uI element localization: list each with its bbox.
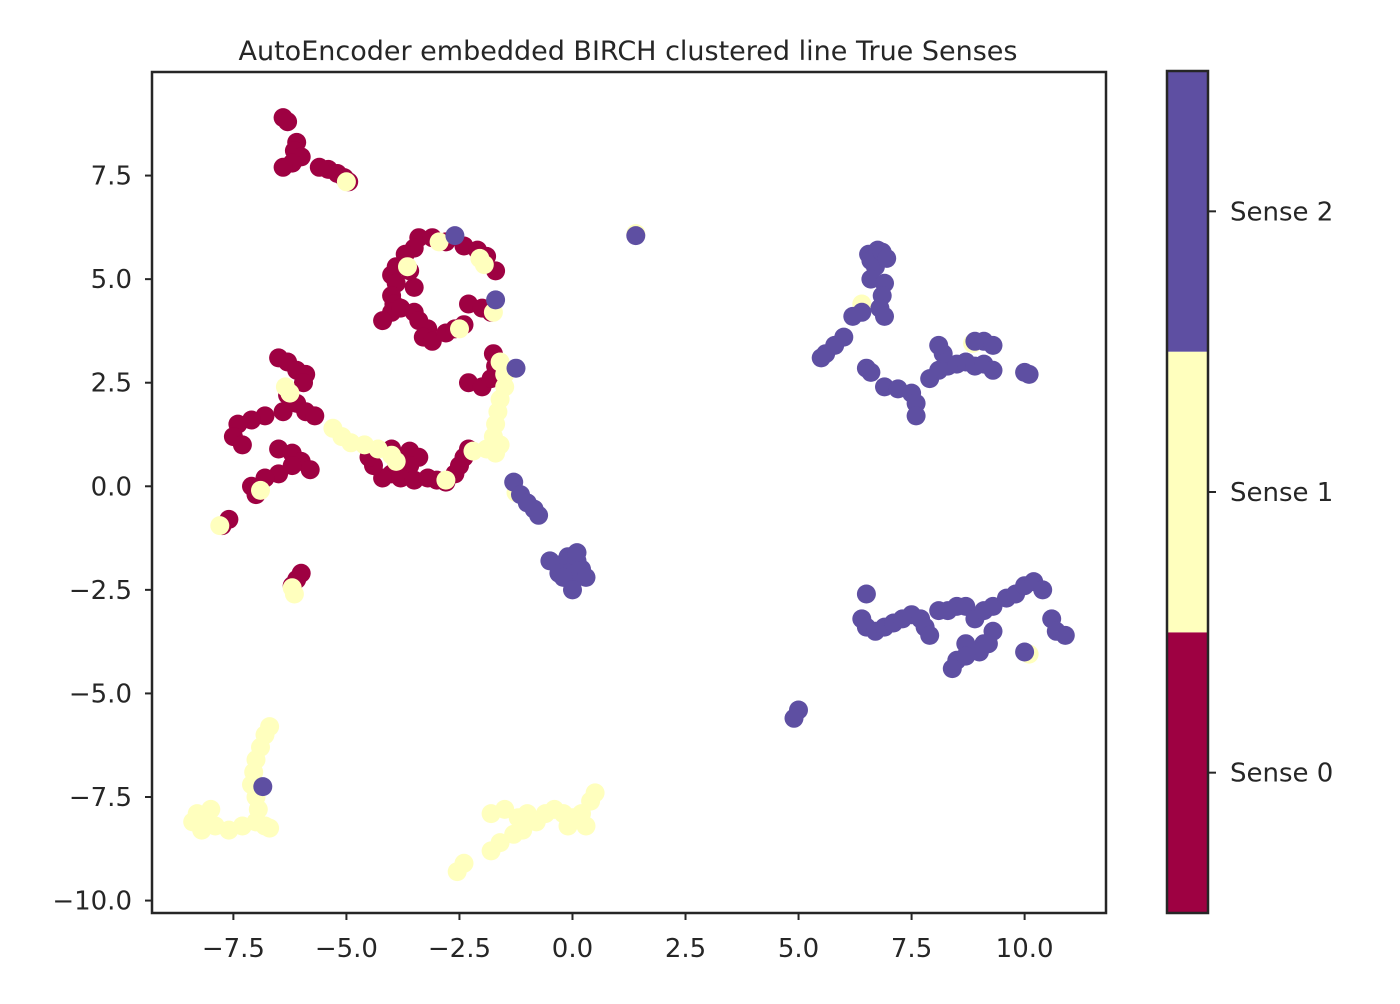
data-point [404,277,424,297]
y-tick-label: 2.5 [91,369,132,399]
data-point [260,818,280,838]
data-point [585,783,605,803]
data-point [1015,642,1035,662]
data-point [445,226,465,246]
y-tick-label: −2.5 [69,576,132,606]
y-tick-label: −10.0 [52,887,132,917]
data-point [576,816,596,836]
data-point [280,383,300,403]
data-point [929,335,949,355]
x-tick-label: 2.5 [665,934,706,964]
data-point [386,451,406,471]
data-point [877,248,897,268]
data-point [486,290,506,310]
data-point [811,348,831,368]
data-point [300,460,320,480]
series-sense-1 [183,172,1039,882]
data-point [192,820,212,840]
data-point [373,311,393,331]
data-point [422,331,442,351]
data-point [282,456,302,476]
colorbar-label: Sense 1 [1230,478,1333,508]
data-point [567,543,587,563]
axes: −7.5 −5.0 −2.5 0.0 2.5 5.0 7.5 10.0 −10.0 −7.5 −5.… [52,70,1108,964]
colorbar-label: Sense 2 [1230,197,1333,227]
colorbar-frame [1165,69,1210,915]
data-point [861,362,881,382]
data-point [201,799,221,819]
plot-area [183,108,1075,882]
data-point [978,634,998,654]
data-point [463,441,483,461]
data-point [563,580,582,600]
plot-frame [150,70,1108,915]
data-point [232,435,252,455]
data-point [305,406,325,426]
data-point [450,319,469,339]
x-tick-label: 7.5 [891,934,932,964]
x-tick-label: −7.5 [202,934,265,964]
data-point [983,360,1003,380]
data-point [875,306,894,326]
data-point [956,646,976,666]
data-point [506,358,526,378]
data-point [529,505,549,525]
series-sense-2 [253,226,1075,797]
chart-title: AutoEncoder embedded BIRCH clustered lin… [239,36,1018,67]
data-point [253,777,273,797]
x-tick-label: 10.0 [996,934,1054,964]
data-point [436,470,456,490]
data-point [273,402,293,422]
colorbar-label: Sense 0 [1230,759,1333,789]
y-tick-label: −5.0 [69,679,132,709]
data-point [513,820,533,840]
data-point [1033,580,1053,600]
data-point [920,625,940,645]
data-point [429,232,449,252]
y-tick-label: 0.0 [91,472,132,502]
colorbar-segment [1167,351,1208,633]
data-point [398,257,417,277]
data-point [251,480,270,500]
colorbar-segment [1167,71,1208,352]
x-tick-label: 5.0 [778,934,819,964]
data-point [1019,364,1039,384]
data-point [474,255,494,275]
x-tick-label: 0.0 [552,934,593,964]
data-point [210,516,230,536]
x-tick-label: −2.5 [428,934,491,964]
data-point [1055,625,1075,645]
data-point [481,841,501,861]
data-point [336,172,356,192]
series-sense-0 [212,108,506,596]
y-tick-label: 7.5 [91,162,132,192]
data-point [447,862,467,882]
data-point [983,335,1003,355]
data-point [626,226,646,246]
colorbar: Sense 0 Sense 1 Sense 2 [1165,69,1333,915]
data-point [284,584,304,604]
x-tick-label: −5.0 [315,934,378,964]
data-point [278,112,298,132]
y-tick-label: 5.0 [91,265,132,295]
data-point [294,373,313,393]
data-point [856,584,876,604]
data-point [843,306,863,326]
data-point [558,816,578,836]
data-point [273,157,293,177]
colorbar-segment [1167,632,1208,913]
y-tick-label: −7.5 [69,783,132,813]
data-point [942,659,962,679]
data-point [784,708,804,728]
data-point [906,406,926,426]
